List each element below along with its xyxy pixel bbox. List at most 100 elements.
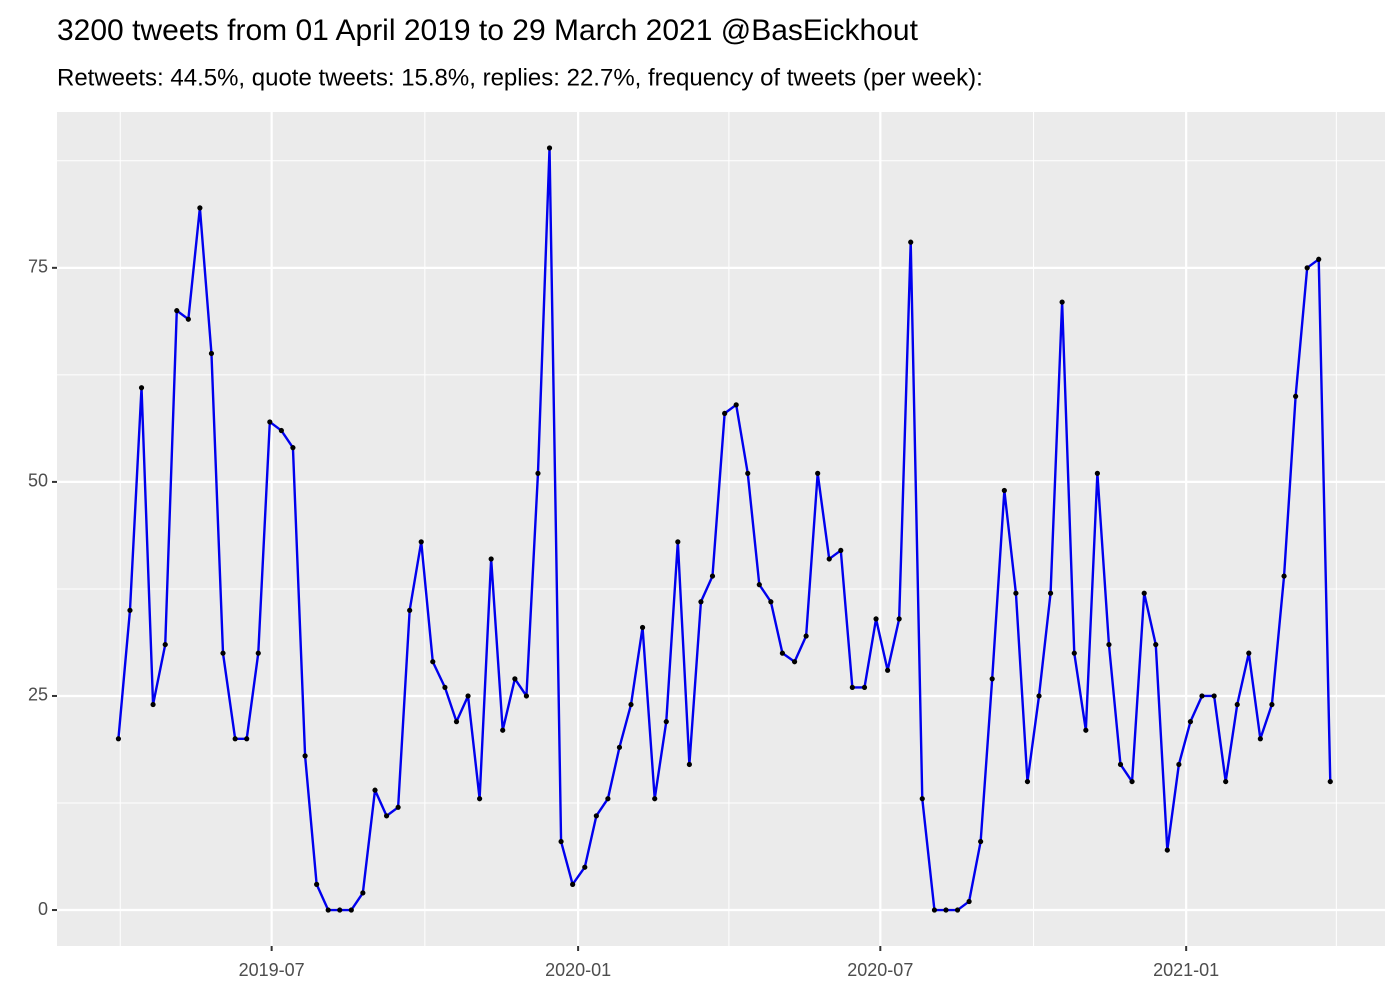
- data-point: [278, 427, 284, 434]
- data-point: [1293, 393, 1299, 399]
- y-tick-label: 25: [28, 685, 48, 705]
- y-tick-label: 0: [38, 899, 48, 919]
- data-point: [546, 145, 553, 151]
- data-point: [733, 402, 739, 408]
- data-point: [861, 684, 868, 691]
- data-point: [1013, 590, 1019, 596]
- data-point: [127, 607, 133, 613]
- x-tick-label: 2019-07: [239, 960, 305, 980]
- data-point: [232, 736, 238, 742]
- data-point: [558, 838, 564, 845]
- data-point: [407, 607, 413, 613]
- data-point: [919, 796, 925, 802]
- data-point: [197, 205, 203, 211]
- data-point: [908, 239, 914, 245]
- data-point: [1199, 693, 1205, 699]
- data-point: [512, 676, 518, 682]
- data-point: [337, 907, 343, 913]
- data-point: [348, 907, 354, 913]
- data-point: [220, 650, 226, 656]
- data-point: [290, 445, 296, 451]
- data-point: [885, 667, 891, 673]
- data-point: [115, 736, 122, 742]
- data-point: [722, 410, 728, 417]
- data-point: [150, 701, 156, 708]
- data-point: [663, 719, 669, 725]
- data-point: [185, 316, 191, 322]
- data-point: [582, 864, 588, 870]
- data-point: [593, 813, 599, 819]
- data-point: [1327, 778, 1333, 785]
- data-point: [1083, 727, 1089, 733]
- data-point: [1164, 847, 1170, 853]
- plot-panel: [57, 112, 1385, 946]
- data-point: [745, 470, 751, 476]
- data-point: [1129, 778, 1135, 785]
- data-point: [244, 736, 250, 742]
- data-point: [314, 881, 320, 887]
- data-point: [465, 693, 471, 699]
- data-point: [1047, 590, 1054, 596]
- chart-title: 3200 tweets from 01 April 2019 to 29 Mar…: [57, 14, 919, 47]
- data-point: [675, 539, 681, 545]
- data-point: [523, 693, 530, 699]
- data-point: [442, 684, 448, 691]
- data-point: [1094, 470, 1100, 476]
- data-point: [686, 761, 692, 768]
- data-point: [1036, 693, 1042, 699]
- data-point: [1187, 719, 1194, 725]
- data-point: [1316, 256, 1322, 262]
- data-point: [709, 573, 716, 579]
- data-point: [768, 599, 774, 605]
- data-point: [605, 796, 611, 802]
- data-point: [826, 556, 832, 562]
- data-point: [1071, 650, 1077, 656]
- data-point: [616, 744, 623, 750]
- data-point: [372, 787, 378, 793]
- data-point: [500, 727, 506, 733]
- data-point: [896, 616, 902, 622]
- data-point: [360, 890, 366, 896]
- data-point: [1176, 761, 1182, 768]
- data-point: [208, 350, 215, 357]
- data-point: [1269, 701, 1275, 708]
- data-point: [838, 547, 844, 554]
- data-point: [966, 898, 972, 905]
- data-point: [418, 539, 424, 545]
- data-point: [849, 684, 855, 691]
- data-point: [1246, 650, 1252, 656]
- x-tick-label: 2021-01: [1153, 960, 1219, 980]
- data-point: [453, 719, 460, 725]
- data-point: [138, 385, 145, 391]
- data-point: [488, 556, 494, 562]
- data-point: [1281, 573, 1287, 579]
- data-point: [1153, 641, 1159, 648]
- data-point: [302, 753, 308, 759]
- data-point: [1141, 590, 1147, 596]
- data-point: [931, 907, 938, 913]
- data-point: [698, 599, 704, 605]
- data-point: [978, 838, 984, 845]
- y-tick-label: 75: [28, 257, 48, 277]
- data-point: [989, 676, 995, 682]
- chart-subtitle: Retweets: 44.5%, quote tweets: 15.8%, re…: [57, 64, 983, 91]
- data-point: [1001, 487, 1007, 494]
- data-point: [873, 616, 879, 622]
- y-tick-label: 50: [28, 471, 48, 491]
- x-tick-label: 2020-01: [545, 960, 611, 980]
- data-point: [395, 804, 401, 810]
- data-point: [1117, 761, 1124, 768]
- data-point: [162, 641, 168, 648]
- data-point: [779, 650, 786, 656]
- data-point: [1211, 693, 1217, 699]
- data-point: [943, 907, 949, 913]
- data-point: [477, 796, 483, 802]
- data-point: [1106, 641, 1112, 648]
- data-point: [791, 659, 798, 665]
- data-point: [1223, 778, 1229, 785]
- x-tick-label: 2020-07: [847, 960, 913, 980]
- data-point: [1234, 701, 1240, 708]
- data-point: [1257, 736, 1263, 742]
- data-point: [803, 633, 809, 639]
